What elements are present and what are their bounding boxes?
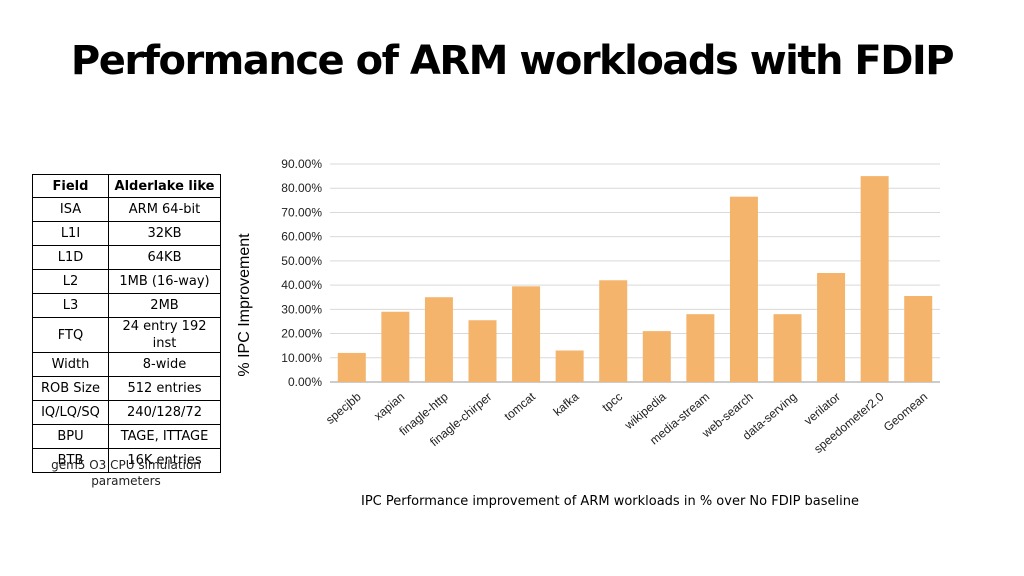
param-value-cell: 24 entry 192 inst bbox=[108, 317, 221, 353]
bar-verilator bbox=[817, 273, 846, 382]
param-value-cell: 32KB bbox=[108, 221, 221, 246]
table-header-row: Field Alderlake like bbox=[32, 174, 221, 198]
x-category-label: Geomean bbox=[881, 390, 930, 435]
param-field-cell: ROB Size bbox=[32, 376, 109, 401]
table-row: ROB Size 512 entries bbox=[32, 376, 221, 401]
bar-speedometer2.0 bbox=[860, 176, 889, 382]
bar-finagle-chirper bbox=[468, 320, 497, 382]
table-row: L2 1MB (16-way) bbox=[32, 269, 221, 294]
param-field-cell: L1I bbox=[32, 221, 109, 246]
x-category-label: specjbb bbox=[323, 389, 364, 427]
x-category-label: verilator bbox=[801, 390, 843, 428]
param-field-cell: BPU bbox=[32, 424, 109, 449]
param-field-cell: Width bbox=[32, 352, 109, 377]
param-value-cell: 2MB bbox=[108, 293, 221, 318]
y-tick-label: 50.00% bbox=[281, 254, 322, 268]
param-value-cell: 512 entries bbox=[108, 376, 221, 401]
table-row: BTB 16K entries bbox=[32, 448, 221, 473]
param-field-cell: ISA bbox=[32, 197, 109, 222]
table-row: Width 8-wide bbox=[32, 352, 221, 377]
y-tick-label: 30.00% bbox=[281, 302, 322, 316]
param-field-cell: L2 bbox=[32, 269, 109, 294]
y-tick-label: 70.00% bbox=[281, 205, 322, 219]
table-header-field: Field bbox=[32, 174, 109, 198]
bar-kafka bbox=[555, 350, 584, 382]
chart-caption: IPC Performance improvement of ARM workl… bbox=[361, 494, 859, 509]
y-tick-label: 0.00% bbox=[288, 375, 322, 389]
bar-tomcat bbox=[512, 286, 541, 382]
table-row: L3 2MB bbox=[32, 293, 221, 318]
simulation-parameters-table: Field Alderlake like ISA ARM 64-bit L1I 32K… bbox=[32, 174, 221, 473]
table-header-config: Alderlake like bbox=[108, 174, 221, 198]
param-field-cell: BTB bbox=[32, 448, 109, 473]
bar-geomean bbox=[904, 296, 933, 382]
x-category-label: tpcc bbox=[599, 390, 625, 415]
bar-web-search bbox=[729, 196, 758, 382]
table-row: L1I 32KB bbox=[32, 221, 221, 246]
param-field-cell: L1D bbox=[32, 245, 109, 270]
y-tick-label: 80.00% bbox=[281, 181, 322, 195]
bar-wikipedia bbox=[642, 331, 671, 382]
y-tick-label: 20.00% bbox=[281, 327, 322, 341]
bar-media-stream bbox=[686, 314, 715, 382]
table-row: FTQ 24 entry 192 inst bbox=[32, 317, 221, 353]
param-value-cell: 1MB (16-way) bbox=[108, 269, 221, 294]
x-category-label: xapian bbox=[371, 390, 407, 423]
table-row: L1D 64KB bbox=[32, 245, 221, 270]
y-tick-label: 10.00% bbox=[281, 351, 322, 365]
bar-specjbb bbox=[337, 352, 366, 382]
y-axis-label: % IPC Improvement bbox=[236, 233, 253, 377]
bar-xapian bbox=[381, 311, 410, 382]
x-category-label: kafka bbox=[551, 389, 582, 418]
y-tick-label: 60.00% bbox=[281, 230, 322, 244]
bar-tpcc bbox=[599, 280, 628, 382]
table-caption: gem5 O3 CPU simulation parameters bbox=[51, 458, 201, 488]
param-field-cell: FTQ bbox=[32, 317, 109, 353]
y-tick-label: 40.00% bbox=[281, 278, 322, 292]
page-title: Performance of ARM workloads with FDIP bbox=[70, 38, 955, 84]
bar-data-serving bbox=[773, 314, 802, 382]
y-tick-label: 90.00% bbox=[281, 157, 322, 171]
x-category-label: tomcat bbox=[501, 389, 538, 423]
bar-finagle-http bbox=[424, 297, 453, 382]
param-value-cell: 16K entries bbox=[108, 448, 221, 473]
